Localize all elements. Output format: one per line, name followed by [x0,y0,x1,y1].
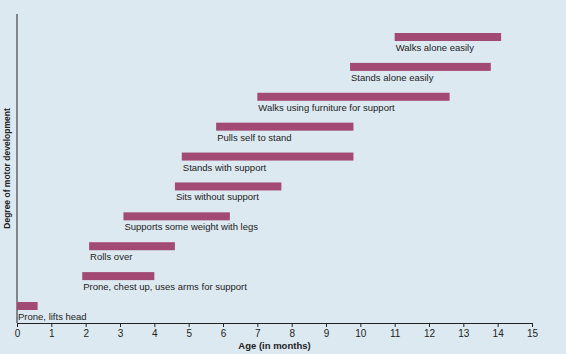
x-tick-label: 10 [355,328,367,339]
x-tick-label: 0 [15,328,21,339]
x-tick: 7 [255,323,261,339]
y-axis-title: Degree of motor development [2,108,12,229]
range-bar [257,93,449,101]
x-tick: 11 [390,323,401,339]
x-axis-title: Age (in months) [238,340,310,351]
x-tick-mark [532,323,533,327]
x-tick-label: 15 [527,328,539,339]
bar-labels: Prone, lifts head Prone, chest up, uses a… [18,42,474,322]
x-tick: 5 [186,323,192,339]
range-bar [216,123,353,131]
x-tick: 3 [118,323,124,339]
x-tick: 12 [424,323,436,339]
x-tick: 10 [355,323,367,339]
category-label: Pulls self to stand [217,132,291,143]
x-tick: 0 [15,323,21,339]
range-bar [395,33,501,41]
x-axis-line [18,323,533,324]
x-tick-label: 13 [458,328,470,339]
x-tick: 4 [152,323,158,339]
x-tick-mark [223,323,224,327]
category-label: Stands with support [183,162,267,173]
x-tick-label: 9 [324,328,330,339]
x-tick-label: 4 [152,328,158,339]
x-tick-label: 3 [118,328,124,339]
x-tick-mark [395,323,396,327]
range-bar [123,212,229,220]
category-label: Walks alone easily [396,42,475,53]
range-bar [89,242,175,250]
x-tick-mark [257,323,258,327]
x-tick: 9 [324,323,330,339]
x-tick-label: 12 [424,328,436,339]
x-tick: 14 [493,323,505,339]
category-label: Walks using furniture for support [258,102,395,113]
x-tick: 8 [289,323,295,339]
category-label: Supports some weight with legs [124,221,258,232]
x-tick: 13 [458,323,470,339]
x-tick-mark [429,323,430,327]
category-label: Prone, lifts head [18,311,87,322]
x-tick-mark [189,323,190,327]
y-axis-line [17,14,18,323]
x-tick-mark [86,323,87,327]
range-bar [350,63,491,71]
x-tick-label: 1 [49,328,55,339]
category-label: Stands alone easily [351,72,434,83]
range-bar [17,302,38,310]
range-bar [175,182,281,190]
x-axis: 0123456789101112131415 [15,323,539,339]
bars [17,33,501,310]
x-tick-label: 7 [255,328,261,339]
range-bar [182,153,354,161]
x-tick-mark [360,323,361,327]
x-tick-mark [51,323,52,327]
x-tick-mark [326,323,327,327]
x-tick-mark [154,323,155,327]
x-tick-label: 6 [221,328,227,339]
range-bar [82,272,154,280]
x-tick-label: 8 [289,328,295,339]
x-tick-mark [292,323,293,327]
x-tick-label: 14 [493,328,505,339]
x-tick-label: 11 [390,328,401,339]
x-tick: 2 [83,323,89,339]
category-label: Prone, chest up, uses arms for support [83,281,247,292]
x-tick-mark [463,323,464,327]
x-tick-label: 5 [186,328,192,339]
category-label: Sits without support [176,191,259,202]
x-tick: 1 [49,323,55,339]
x-tick: 6 [221,323,227,339]
x-tick-label: 2 [83,328,89,339]
category-label: Rolls over [90,251,132,262]
x-tick-mark [17,323,18,327]
x-tick: 15 [527,323,539,339]
x-tick-mark [120,323,121,327]
x-tick-mark [498,323,499,327]
